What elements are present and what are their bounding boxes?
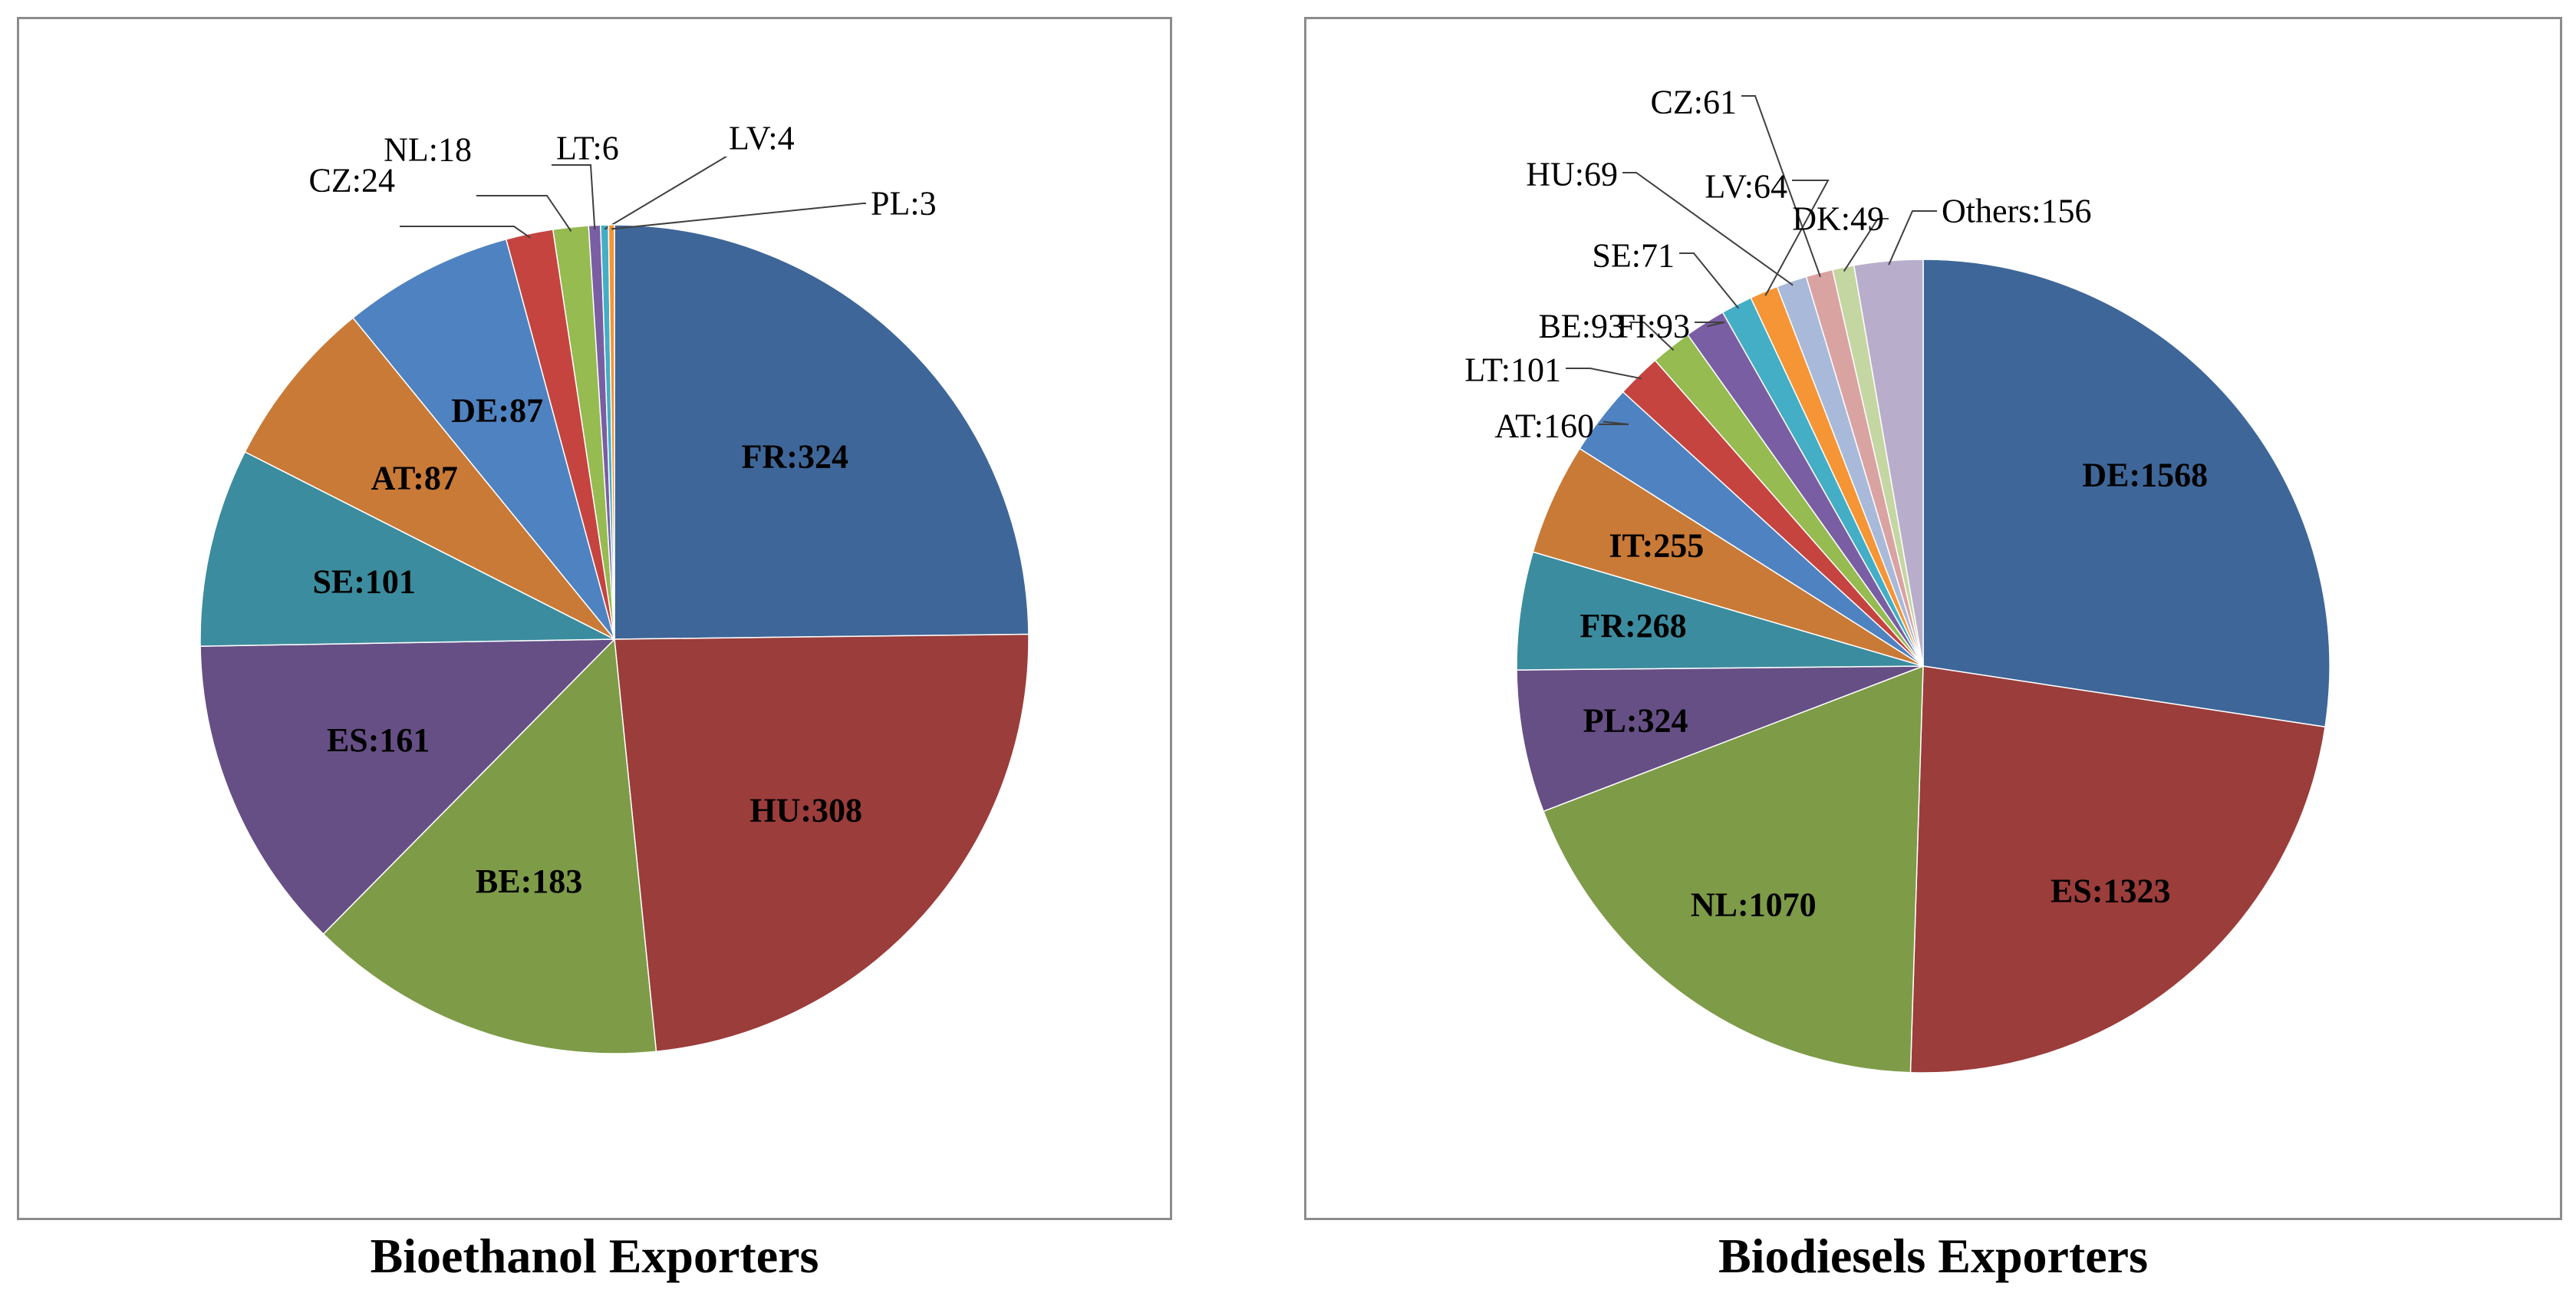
bioethanol-chart-panel: FR:324 HU:308 BE:183 ES:161 SE:101 AT:87 DE:87…: [17, 17, 1172, 1220]
biodiesel-label-fi: FI:93: [1617, 308, 1690, 345]
biodiesel-label-it: IT:255: [1609, 526, 1704, 564]
biodiesel-label-others: Others:156: [1942, 193, 2092, 230]
biodiesel-label-pl: PL:324: [1583, 702, 1688, 740]
bioethanol-label-hu: HU:308: [749, 792, 862, 830]
biodiesel-leader-line-cz: [1741, 95, 1821, 278]
biodiesel-leader-line-lt: [1566, 368, 1642, 380]
bioethanol-label-lv: LV:4: [729, 120, 795, 157]
bioethanol-label-lt: LT:6: [556, 130, 619, 167]
bioethanol-label-es: ES:161: [327, 721, 430, 759]
biodiesel-leader-line-se: [1679, 252, 1739, 309]
bioethanol-label-be: BE:183: [476, 863, 582, 900]
biodiesel-slice-nl: [1542, 665, 1924, 1074]
biodiesel-leader-line-be: [1629, 322, 1675, 351]
biodiesel-label-lv: LV:64: [1705, 168, 1787, 206]
bioethanol-pie-chart: FR:324 HU:308 BE:183 ES:161 SE:101 AT:87 DE:87…: [199, 120, 1029, 1054]
biodiesel-chart-panel: DE:1568 ES:1323 NL:1070 PL:324 FR:268 IT:255 A…: [1304, 17, 2562, 1220]
bioethanol-slice-de: [352, 238, 615, 640]
bioethanol-label-se: SE:101: [312, 562, 415, 600]
bioethanol-chart-title: Bioethanol Exporters: [370, 1229, 819, 1283]
bioethanol-slice-hu: [614, 633, 1029, 1053]
bioethanol-leader-line-pl: [611, 203, 866, 230]
bioethanol-leader-line-lv: [604, 157, 728, 230]
biodiesel-label-dk: DK:49: [1792, 200, 1884, 238]
biodiesel-label-be: BE:93: [1539, 308, 1625, 345]
biodiesel-label-hu: HU:69: [1526, 156, 1618, 193]
bioethanol-label-de: DE:87: [451, 392, 543, 430]
bioethanol-slice-be: [322, 638, 657, 1054]
biodiesel-leader-line-lv: [1764, 180, 1830, 296]
bioethanol-label-pl: PL:3: [871, 185, 937, 223]
biodiesel-leader-line-others: [1888, 210, 1937, 266]
bioethanol-slice-at: [244, 317, 615, 640]
bioethanol-slice-fr: [614, 224, 1029, 640]
bioethanol-leader-line-cz: [400, 226, 531, 239]
biodiesel-label-se: SE:71: [1592, 237, 1675, 275]
biodiesel-slice-fr: [1516, 551, 1924, 671]
bioethanol-slice-es: [199, 638, 616, 935]
biodiesel-label-fr: FR:268: [1580, 607, 1686, 645]
biodiesel-leader-line-at: [1599, 421, 1629, 425]
biodiesel-label-at: AT:160: [1494, 407, 1594, 445]
biodiesel-label-nl: NL:1070: [1691, 886, 1817, 923]
bioethanol-label-nl: NL:18: [384, 131, 472, 169]
biodiesel-chart-title: Biodiesels Exporters: [1718, 1229, 2148, 1283]
bioethanol-slice-se: [199, 450, 615, 647]
biodiesel-label-cz: CZ:61: [1651, 84, 1737, 121]
biodiesel-slice-pl: [1516, 665, 1924, 813]
biodiesel-label-es: ES:1323: [2051, 873, 2170, 910]
biodiesel-leader-line-hu: [1622, 172, 1794, 286]
bioethanol-label-cz: CZ:24: [309, 162, 395, 200]
biodiesel-leader-line-dk: [1843, 218, 1889, 272]
bioethanol-label-fr: FR:324: [742, 437, 848, 475]
bioethanol-leader-line-lt: [552, 164, 596, 230]
biodiesel-label-lt: LT:101: [1464, 351, 1561, 389]
biodiesel-pie-chart: DE:1568 ES:1323 NL:1070 PL:324 FR:268 IT:255 A…: [1464, 84, 2331, 1074]
biodiesel-label-de: DE:1568: [2082, 457, 2208, 494]
biodiesel-slice-others: [1853, 259, 1924, 667]
biodiesel-slice-es: [1909, 665, 2326, 1074]
bioethanol-leader-line-nl: [476, 195, 572, 232]
biodiesel-slice-de: [1922, 259, 2331, 728]
bioethanol-label-at: AT:87: [371, 459, 458, 496]
bioethanol-slice-pl: [608, 224, 615, 640]
biodiesel-leader-line-fi: [1695, 322, 1725, 328]
